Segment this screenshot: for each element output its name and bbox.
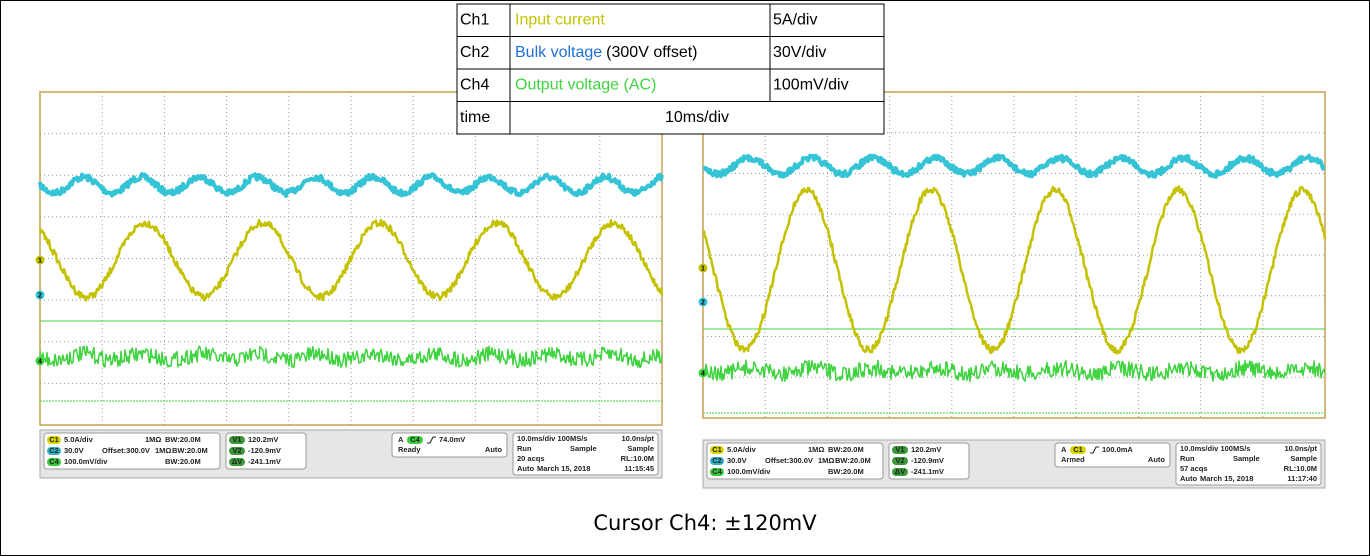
cursor-value: -120.9mV xyxy=(911,456,944,465)
trigger-state: Ready xyxy=(398,445,421,454)
channel-offset: Offset:300.0V xyxy=(102,446,150,455)
table-channel: Ch2 xyxy=(460,44,489,61)
channel-tag-label: C2 xyxy=(712,456,722,465)
acquisition-field: 10.0ns/pt xyxy=(1284,444,1317,453)
channel-bandwidth: BW:20.0M xyxy=(835,456,871,465)
acquisition-field: Run xyxy=(1180,454,1195,463)
acquisition-field: 10.0ms/div 100MS/s xyxy=(1180,444,1250,453)
acquisition-field: Sample xyxy=(1233,454,1260,463)
channel-scale: 100.0mV/div xyxy=(727,467,771,476)
channel-scale: 5.0A/div xyxy=(64,435,94,444)
channel-marker-label: 4 xyxy=(701,370,705,377)
channel-offset: Offset:300.0V xyxy=(765,456,813,465)
acquisition-field: RL:10.0M xyxy=(621,454,654,463)
table-signal: Bulk voltage(300V offset) xyxy=(515,44,697,61)
channel-tag-label: C4 xyxy=(49,457,59,466)
trigger-source: C1 xyxy=(1073,445,1083,454)
cursor-tag-label: V1 xyxy=(895,445,904,454)
table-channel: Ch1 xyxy=(460,11,489,28)
channel-marker-label: 2 xyxy=(701,299,705,306)
cursor-value: 120.2mV xyxy=(911,445,941,454)
channel-impedance: 1MΩ xyxy=(145,435,161,444)
trigger-mode: Auto xyxy=(1148,455,1165,464)
channel-bandwidth: BW:20.0M xyxy=(172,446,208,455)
table-channel: time xyxy=(460,109,490,126)
channel-impedance: 1MΩ xyxy=(808,445,824,454)
channel-tag-label: C1 xyxy=(49,435,59,444)
channel-marker-label: 1 xyxy=(38,257,42,264)
cursor-tag-label: V2 xyxy=(232,446,241,455)
acquisition-field: 11:17:40 xyxy=(1287,474,1317,483)
trigger-mode: Auto xyxy=(485,445,502,454)
cursor-value: 120.2mV xyxy=(248,435,278,444)
acquisition-field: 11:15:45 xyxy=(624,464,654,473)
channel-tag-label: C1 xyxy=(712,445,722,454)
signal-name: Output voltage (AC) xyxy=(515,76,656,93)
cursor-value: -120.9mV xyxy=(248,446,281,455)
cursor-tag-label: V1 xyxy=(232,435,241,444)
signal-note: (300V offset) xyxy=(606,44,697,61)
cursor-value: -241.1mV xyxy=(248,457,281,466)
acquisition-field: RL:10.0M xyxy=(1284,464,1317,473)
table-scale: 5A/div xyxy=(773,11,817,28)
acquisition-field: Sample xyxy=(1290,454,1317,463)
channel-bandwidth: BW:20.0M xyxy=(828,467,864,476)
acquisition-field: 10.0ns/pt xyxy=(621,434,654,443)
cursor-tag-label: ΔV xyxy=(232,457,242,466)
channel-bandwidth: BW:20.0M xyxy=(165,457,201,466)
channel-marker-label: 4 xyxy=(38,358,42,365)
acquisition-field: March 15, 2018 xyxy=(537,464,590,473)
channel-marker-label: 1 xyxy=(701,265,705,272)
trigger-level: 74.0mV xyxy=(439,435,465,444)
acquisition-field: Auto xyxy=(517,464,534,473)
acquisition-field: Auto xyxy=(1180,474,1197,483)
trigger-label: A xyxy=(398,435,404,444)
cursor-tag-label: ΔV xyxy=(895,467,905,476)
signal-name: Input current xyxy=(515,11,605,28)
channel-marker-label: 2 xyxy=(38,292,42,299)
table-signal: Output voltage (AC) xyxy=(515,76,656,93)
table-signal: Input current xyxy=(515,11,605,28)
channel-bandwidth: BW:20.0M xyxy=(165,435,201,444)
channel-scale: 5.0A/div xyxy=(727,445,757,454)
acquisition-field: Run xyxy=(517,444,532,453)
cursor-value: -241.1mV xyxy=(911,467,944,476)
trigger-label: A xyxy=(1061,445,1067,454)
acquisition-field: Sample xyxy=(570,444,597,453)
channel-scale: 100.0mV/div xyxy=(64,457,108,466)
channel-scale: 30.0V xyxy=(64,446,84,455)
channel-tag-label: C4 xyxy=(712,467,722,476)
signal-name: Bulk voltage xyxy=(515,44,602,61)
table-channel: Ch4 xyxy=(460,76,489,93)
trigger-state: Armed xyxy=(1061,455,1085,464)
table-scale: 100mV/div xyxy=(773,76,849,93)
table-scale: 30V/div xyxy=(773,44,826,61)
acquisition-field: Sample xyxy=(627,444,654,453)
acquisition-field: 20 acqs xyxy=(517,454,545,463)
channel-impedance: 1MΩ xyxy=(818,456,834,465)
trigger-source: C4 xyxy=(410,435,420,444)
channel-scale: 30.0V xyxy=(727,456,747,465)
channel-impedance: 1MΩ xyxy=(155,446,171,455)
acquisition-field: 57 acqs xyxy=(1180,464,1208,473)
channel-bandwidth: BW:20.0M xyxy=(828,445,864,454)
caption: Cursor Ch4: ±120mV xyxy=(593,511,817,535)
channel-tag-label: C2 xyxy=(49,446,59,455)
trigger-level: 100.0mA xyxy=(1102,445,1133,454)
acquisition-field: 10.0ms/div 100MS/s xyxy=(517,434,587,443)
cursor-tag-label: V2 xyxy=(895,456,904,465)
figure: Cursor Ch4: ±120mV 124C15.0A/div1MΩBW:20… xyxy=(0,0,1370,556)
acquisition-field: March 15, 2018 xyxy=(1200,474,1253,483)
table-scale: 10ms/div xyxy=(665,109,729,126)
